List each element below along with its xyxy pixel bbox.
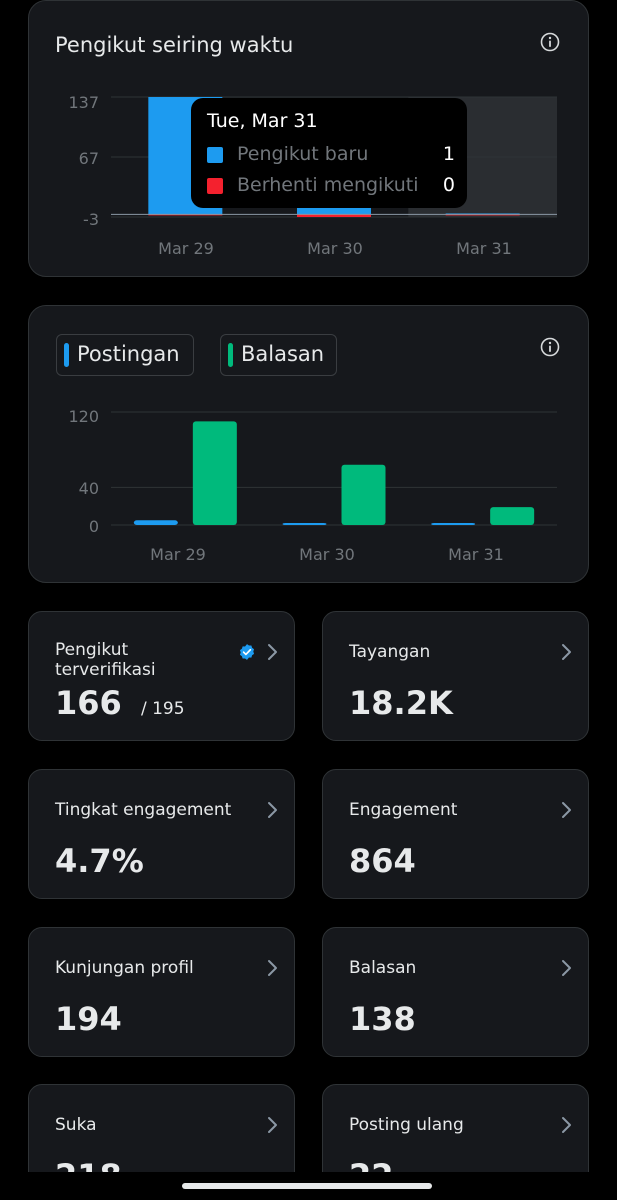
bar-posts xyxy=(282,523,327,525)
legend-color-bar xyxy=(228,343,233,367)
x-tick-label: Mar 30 xyxy=(307,239,363,258)
chevron-right-icon xyxy=(562,960,571,976)
chevron-right-icon xyxy=(268,1117,277,1133)
legend-swatch-blue xyxy=(207,147,223,163)
y-tick-label: 67 xyxy=(78,149,99,168)
chart-tooltip: Tue, Mar 31 Pengikut baru 1 Berhenti men… xyxy=(191,98,467,208)
stat-verified-followers[interactable]: Pengikut terverifikasi 166 / 195 xyxy=(28,611,295,741)
x-tick-label: Mar 30 xyxy=(299,545,355,564)
legend-label: Balasan xyxy=(241,342,325,366)
y-tick-label: 120 xyxy=(68,407,99,426)
stat-label: Pengikut terverifikasi xyxy=(55,640,156,680)
y-tick-label: 0 xyxy=(88,517,99,536)
legend-label: Postingan xyxy=(77,342,180,366)
stat-value: 18.2K xyxy=(349,684,453,722)
stat-label: Balasan xyxy=(349,958,417,978)
stat-value: 138 xyxy=(349,1000,416,1038)
x-tick-label: Mar 31 xyxy=(448,545,504,564)
x-tick-label: Mar 31 xyxy=(456,239,512,258)
stat-engagements[interactable]: Engagement 864 xyxy=(322,769,589,899)
legend-toggle-posts[interactable]: Postingan xyxy=(56,334,194,376)
stat-label: Engagement xyxy=(349,800,458,820)
stat-value: 166 / 195 xyxy=(55,684,185,722)
bar-replies xyxy=(192,421,237,525)
stat-value: 4.7% xyxy=(55,842,144,880)
stat-value-number: 166 xyxy=(55,684,122,722)
tooltip-value: 0 xyxy=(442,174,455,196)
bar-posts xyxy=(133,520,178,525)
posts-bar-chart[interactable] xyxy=(29,306,590,584)
tooltip-date: Tue, Mar 31 xyxy=(207,110,318,132)
stat-label: Tingkat engagement xyxy=(55,800,232,820)
bar-replies xyxy=(341,464,386,525)
posts-chart-card: Postingan Balasan 120 40 0 Mar 29 Mar 30… xyxy=(28,305,589,583)
y-tick-label: -3 xyxy=(83,210,99,229)
legend-color-bar xyxy=(64,343,69,367)
stat-label: Posting ulang xyxy=(349,1115,464,1135)
stat-value: 194 xyxy=(55,1000,122,1038)
stat-value: 864 xyxy=(349,842,416,880)
bar-replies xyxy=(490,507,535,525)
stat-label: Tayangan xyxy=(349,642,431,662)
y-tick-label: 40 xyxy=(78,479,99,498)
tooltip-row-new-followers: Pengikut baru 1 xyxy=(207,143,455,167)
followers-chart-title: Pengikut seiring waktu xyxy=(55,33,294,57)
info-icon[interactable] xyxy=(540,32,560,52)
chevron-right-icon xyxy=(562,1117,571,1133)
info-icon[interactable] xyxy=(540,337,560,357)
tooltip-label: Pengikut baru xyxy=(237,143,369,165)
tooltip-row-unfollows: Berhenti mengikuti 0 xyxy=(207,174,455,198)
bar-unfollows xyxy=(297,214,371,217)
chevron-right-icon xyxy=(562,802,571,818)
y-tick-label: 137 xyxy=(68,93,99,112)
x-tick-label: Mar 29 xyxy=(158,239,214,258)
stat-replies[interactable]: Balasan 138 xyxy=(322,927,589,1057)
followers-chart-card: Pengikut seiring waktu 137 67 -3 Mar 29 … xyxy=(28,0,589,277)
stat-engagement-rate[interactable]: Tingkat engagement 4.7% xyxy=(28,769,295,899)
chevron-right-icon xyxy=(562,644,571,660)
chevron-right-icon xyxy=(268,644,277,660)
chevron-right-icon xyxy=(268,802,277,818)
tooltip-label: Berhenti mengikuti xyxy=(237,174,419,196)
bar-posts xyxy=(431,523,476,525)
stat-impressions[interactable]: Tayangan 18.2K xyxy=(322,611,589,741)
tooltip-value: 1 xyxy=(442,143,455,165)
x-tick-label: Mar 29 xyxy=(150,545,206,564)
verified-badge-icon xyxy=(239,644,255,660)
chevron-right-icon xyxy=(268,960,277,976)
legend-swatch-red xyxy=(207,178,223,194)
stat-label: Suka xyxy=(55,1115,97,1135)
home-indicator[interactable] xyxy=(182,1183,432,1189)
stat-value-total: / 195 xyxy=(140,699,185,719)
stat-label: Kunjungan profil xyxy=(55,958,194,978)
stat-profile-visits[interactable]: Kunjungan profil 194 xyxy=(28,927,295,1057)
legend-toggle-replies[interactable]: Balasan xyxy=(220,334,337,376)
